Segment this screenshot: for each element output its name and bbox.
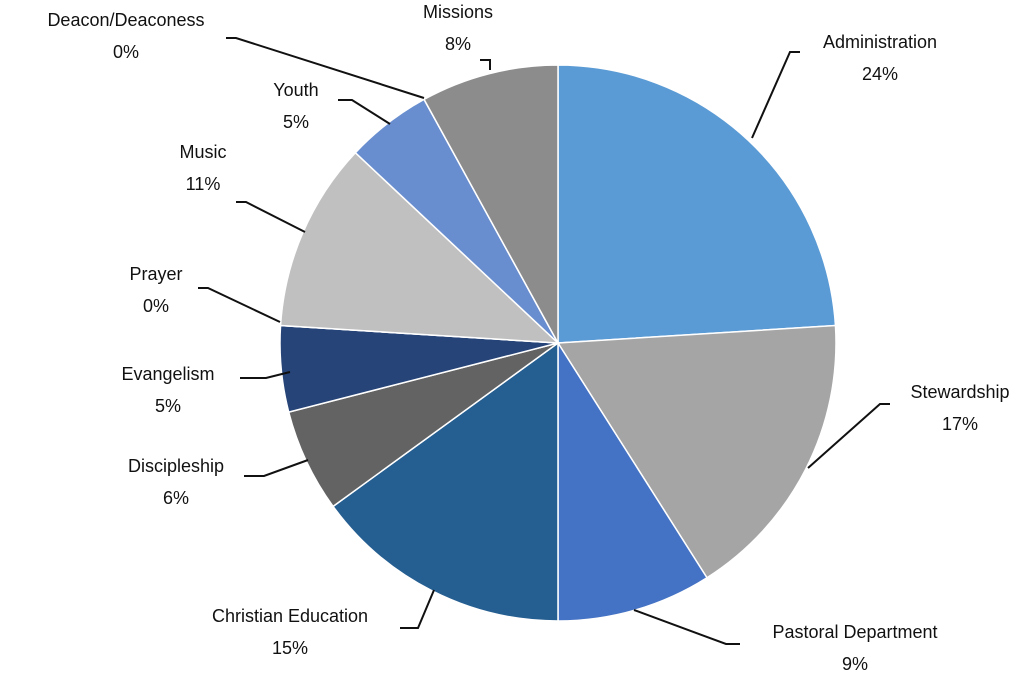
leader-line-christian-education xyxy=(400,589,435,629)
data-label-value-deacon-deaconess: 0% xyxy=(113,42,139,62)
data-label-category-stewardship: Stewardship xyxy=(910,382,1009,402)
leader-line-administration xyxy=(751,51,800,139)
leader-line-evangelism xyxy=(240,371,291,379)
data-label-category-music: Music xyxy=(179,142,226,162)
data-label-category-pastoral-department: Pastoral Department xyxy=(772,622,937,642)
data-label-value-christian-education: 15% xyxy=(272,638,308,658)
pie-slice-christian-education xyxy=(332,341,559,622)
pie-slice-stewardship xyxy=(556,324,837,579)
leader-line-music xyxy=(236,201,306,233)
leader-line-stewardship xyxy=(807,403,890,469)
data-label-value-music: 11% xyxy=(186,174,221,194)
data-label-category-evangelism: Evangelism xyxy=(121,364,214,384)
pie-slice-music xyxy=(279,151,561,344)
data-label-category-deacon-deaconess: Deacon/Deaconess xyxy=(47,10,204,30)
data-label-value-pastoral-department: 9% xyxy=(842,654,868,674)
data-label-value-prayer: 0% xyxy=(143,296,169,316)
data-label-category-youth: Youth xyxy=(273,80,318,100)
leader-line-pastoral-department xyxy=(633,609,740,645)
data-label-value-discipleship: 6% xyxy=(163,488,189,508)
data-label-category-discipleship: Discipleship xyxy=(128,456,224,476)
data-label-category-missions: Missions xyxy=(423,2,493,22)
data-label-category-christian-education: Christian Education xyxy=(212,606,368,626)
data-label-value-administration: 24% xyxy=(862,64,898,84)
leader-line-prayer xyxy=(198,287,281,323)
leader-line-youth xyxy=(338,99,391,125)
data-label-value-evangelism: 5% xyxy=(155,396,181,416)
data-label-category-prayer: Prayer xyxy=(129,264,182,284)
leader-line-discipleship xyxy=(244,459,309,477)
leader-line-deacon-deaconess xyxy=(226,37,425,99)
data-label-value-youth: 5% xyxy=(283,112,309,132)
pie-slice-administration xyxy=(557,64,837,344)
pie-slice-missions xyxy=(423,64,559,344)
leader-lines-layer xyxy=(198,37,890,645)
data-label-category-administration: Administration xyxy=(823,32,937,52)
slices-layer xyxy=(279,64,837,622)
data-label-value-stewardship: 17% xyxy=(942,414,978,434)
leader-line-missions xyxy=(480,59,491,70)
data-labels-layer: Administration 24% Stewardship 17% Pastoral … xyxy=(47,2,1009,674)
data-label-value-missions: 8% xyxy=(445,34,471,54)
